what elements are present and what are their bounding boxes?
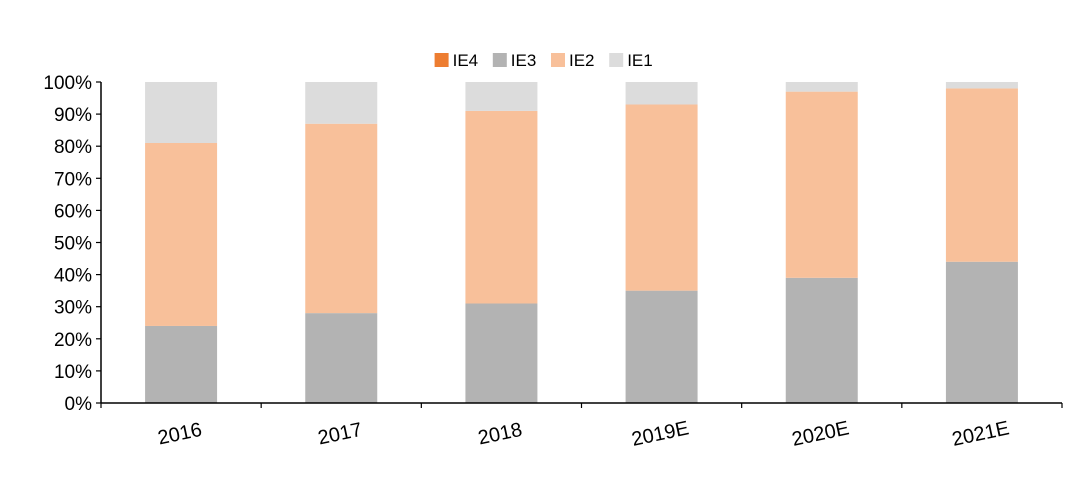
y-tick-label: 100%	[43, 73, 92, 94]
bar-ie2-2016	[145, 142, 218, 326]
legend-label-ie3: IE3	[511, 51, 537, 70]
bar-ie1-2020e	[785, 82, 858, 92]
y-tick-label: 90%	[54, 105, 92, 126]
bar-ie2-2018	[465, 110, 538, 304]
bar-ie2-2017	[305, 123, 378, 314]
y-tick-label: 30%	[54, 298, 92, 319]
y-tick-label: 20%	[54, 330, 92, 351]
legend-swatch-ie4	[434, 53, 449, 67]
legend-label-ie1: IE1	[627, 51, 653, 70]
bar-ie1-2018	[465, 82, 538, 111]
bar-ie3-2021e	[945, 261, 1018, 403]
legend-swatch-ie1	[609, 53, 624, 67]
bar-ie3-2016	[145, 325, 218, 403]
y-tick-label: 0%	[65, 394, 93, 415]
x-tick-label-2020e: 2020E	[790, 417, 851, 451]
legend-swatch-ie2	[551, 53, 565, 67]
legend: IE4 IE3 IE2 IE1	[434, 51, 653, 70]
bar-ie1-2019e	[625, 82, 698, 105]
x-tick-label-2018: 2018	[476, 419, 524, 450]
legend-label-ie2: IE2	[569, 51, 595, 70]
y-tick-label: 50%	[54, 234, 92, 255]
bar-ie3-2020e	[785, 277, 858, 403]
bar-ie3-2017	[305, 313, 378, 403]
bar-ie2-2020e	[785, 91, 858, 278]
axes: 2016 2017 2018 2019E 2020E 2021E 0% 10% 20% 30% 40…	[43, 73, 1063, 451]
bar-ie1-2016	[145, 82, 218, 143]
bar-ie1-2021e	[945, 82, 1018, 89]
x-tick-label-2016: 2016	[156, 419, 204, 450]
bar-ie3-2019e	[625, 290, 698, 403]
y-tick-label: 80%	[54, 137, 92, 158]
y-tick-label: 60%	[54, 201, 92, 222]
bar-ie1-2017	[305, 82, 378, 124]
legend-swatch-ie3	[492, 53, 507, 67]
y-tick-label: 40%	[54, 266, 92, 287]
bar-ie3-2018	[465, 303, 538, 403]
y-tick-label: 10%	[54, 362, 92, 383]
x-tick-label-2017: 2017	[316, 419, 364, 450]
x-tick-label-2021e: 2021E	[950, 417, 1011, 451]
legend-label-ie4: IE4	[453, 51, 479, 70]
bar-ie2-2019e	[625, 104, 698, 291]
y-tick-label: 70%	[54, 169, 92, 190]
bar-ie2-2021e	[945, 88, 1018, 262]
x-tick-label-2019e: 2019E	[630, 417, 691, 451]
bars	[145, 82, 1018, 403]
